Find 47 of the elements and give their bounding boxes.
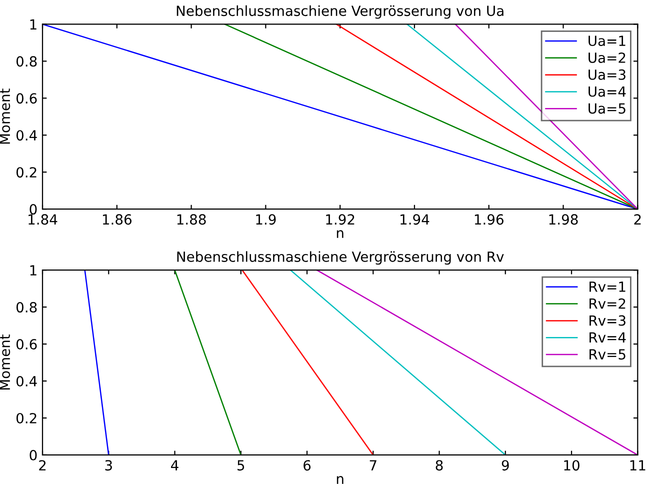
x-tick-label: 9 (502, 460, 509, 471)
x-axis-title: n (336, 230, 344, 238)
x-tick-label: 2 (634, 214, 641, 224)
x-tick-label: 1.94 (400, 214, 430, 225)
x-tick-label: 11 (630, 460, 646, 470)
y-tick-label: 0.6 (16, 93, 37, 104)
x-axis-title: n (336, 476, 344, 484)
legend-label: Ua=2 (588, 52, 626, 63)
x-tick-label: 10 (564, 460, 580, 471)
legend-label: Rv=4 (590, 332, 626, 342)
y-tick-label: 0.4 (16, 130, 37, 141)
x-tick-label: 7 (370, 460, 376, 470)
x-tick-label: 5 (238, 460, 244, 471)
legend-label: Rv=5 (590, 349, 626, 360)
y-tick-label: 1 (30, 19, 36, 30)
x-tick-label: 1.96 (474, 214, 504, 225)
x-tick-label: 1.86 (102, 214, 132, 225)
x-tick-label: 1.88 (177, 214, 206, 225)
chart-title: Nebenschlussmaschiene Vergrösserung von Rv (177, 251, 504, 265)
y-tick-label: 0.8 (16, 302, 37, 313)
x-tick-label: 1.92 (326, 214, 354, 225)
y-tick-label: 0.2 (16, 412, 36, 424)
y-tick-label: 0 (30, 450, 37, 460)
x-tick-label: 4 (171, 460, 178, 470)
x-tick-label: 1.84 (28, 214, 58, 225)
chart-title: Nebenschlussmaschiene Vergrösserung von Ua (176, 5, 504, 19)
y-tick-label: 0.8 (16, 56, 37, 67)
y-tick-label: 1 (30, 265, 36, 276)
x-tick-label: 3 (105, 460, 112, 471)
legend-label: Ua=4 (588, 86, 626, 97)
x-tick-label: 2 (39, 460, 46, 470)
legend-label: Rv=2 (590, 298, 626, 309)
x-tick-label: 1.9 (256, 214, 276, 225)
legend-label: Rv=3 (590, 315, 626, 326)
y-tick-label: 0 (30, 204, 37, 215)
x-tick-label: 8 (436, 460, 443, 471)
legend-label: Ua=5 (588, 103, 626, 114)
legend-label: Ua=3 (588, 69, 626, 80)
legend-label: Ua=1 (588, 36, 626, 46)
y-axis-title: Moment (0, 88, 10, 144)
y-tick-label: 0.4 (16, 376, 37, 386)
x-tick-label: 1.98 (549, 214, 578, 225)
y-tick-label: 0.2 (16, 167, 36, 178)
y-axis-title: Moment (0, 334, 10, 390)
legend-label: Rv=1 (590, 282, 626, 292)
x-tick-label: 6 (304, 460, 311, 471)
y-tick-label: 0.6 (16, 339, 37, 350)
